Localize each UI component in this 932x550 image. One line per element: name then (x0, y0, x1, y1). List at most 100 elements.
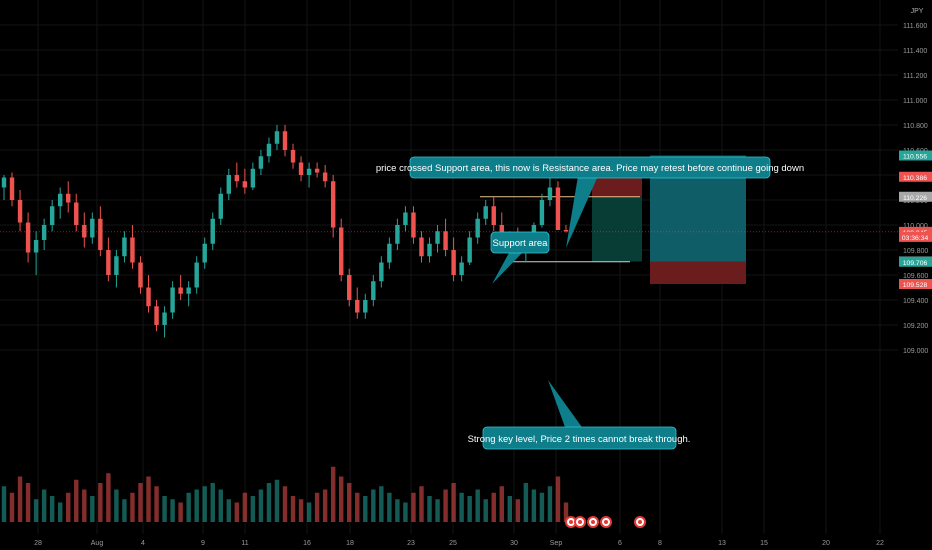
candle-body[interactable] (483, 206, 488, 219)
volume-bar (314, 492, 320, 522)
candle-body[interactable] (57, 193, 63, 207)
candle-body[interactable] (194, 262, 199, 288)
candle-body[interactable] (74, 202, 79, 226)
currency-label: JPY (911, 8, 924, 15)
volume-bar (210, 483, 215, 522)
price-tick-label: 109.000 (903, 348, 928, 355)
candle-body[interactable] (314, 168, 320, 173)
candle-body[interactable] (9, 177, 15, 201)
candle-body[interactable] (427, 243, 432, 257)
candle-body[interactable] (563, 230, 569, 232)
callout-box-support[interactable] (490, 231, 550, 254)
candle-body[interactable] (170, 287, 175, 313)
candle-body[interactable] (49, 206, 55, 225)
candle-body[interactable] (82, 225, 87, 238)
candle-body[interactable] (98, 218, 103, 250)
candle-body[interactable] (491, 206, 496, 225)
date-tick-label: Aug (91, 540, 104, 547)
candle-body[interactable] (1, 177, 7, 188)
candle-body[interactable] (178, 287, 183, 294)
candle-body[interactable] (90, 218, 95, 238)
candle-body[interactable] (66, 193, 71, 203)
candle-body[interactable] (162, 312, 167, 326)
candle-body[interactable] (371, 281, 376, 300)
candle-body[interactable] (467, 237, 472, 263)
candle-body[interactable] (379, 262, 384, 282)
price-tick-label: 111.600 (903, 23, 927, 30)
candle-body[interactable] (539, 200, 545, 225)
date-tick-label: 9 (201, 540, 205, 547)
candle-body[interactable] (475, 218, 480, 238)
candle-body[interactable] (387, 243, 392, 263)
candle-body[interactable] (242, 181, 248, 188)
candle-body[interactable] (411, 212, 416, 238)
candle-body[interactable] (443, 231, 448, 250)
candle-body[interactable] (403, 212, 408, 226)
candle-body[interactable] (547, 187, 553, 201)
candle-body[interactable] (451, 250, 456, 275)
candle-body[interactable] (282, 131, 288, 150)
event-markers[interactable] (565, 516, 646, 528)
event-marker-dot (569, 520, 573, 524)
candle-body[interactable] (306, 168, 312, 175)
candle-body[interactable] (274, 131, 280, 144)
candle-body[interactable] (395, 225, 400, 244)
price-tick-label: 109.200 (903, 323, 928, 330)
candle-body[interactable] (186, 287, 191, 294)
candle-body[interactable] (363, 300, 368, 313)
candle-body[interactable] (298, 162, 304, 176)
candle-body[interactable] (330, 181, 336, 228)
volume-bar (507, 496, 513, 522)
candle-body[interactable] (355, 300, 360, 313)
candle-body[interactable] (555, 187, 561, 231)
candle-body[interactable] (266, 143, 272, 157)
candle-body[interactable] (226, 175, 232, 194)
time-axis[interactable]: 28 Aug 4 9 11 16 18 23 25 30 Sep 6 8 13 15 20 22 (0, 534, 932, 550)
short-target-zone[interactable] (592, 196, 642, 262)
callout-box-top[interactable] (409, 156, 771, 179)
price-tick-label: 109.600 (903, 273, 928, 280)
candle-body[interactable] (250, 168, 256, 188)
candle-body[interactable] (202, 243, 207, 263)
volume-bar (298, 499, 304, 522)
callout-pointer-key (548, 380, 584, 430)
candle-body[interactable] (435, 231, 440, 244)
candle-body[interactable] (41, 225, 47, 240)
candle-body[interactable] (258, 156, 264, 169)
candle-body[interactable] (290, 150, 296, 163)
volume-bar (427, 496, 432, 522)
candle-body[interactable] (419, 237, 424, 257)
candle-body[interactable] (234, 175, 240, 182)
price-axis[interactable]: JPY 111.600 111.400 111.200 111.000 110.800 1… (898, 0, 932, 534)
volume-bar (539, 492, 545, 522)
candle-body[interactable] (25, 222, 31, 253)
candle-body[interactable] (130, 237, 135, 263)
volume-bar (154, 486, 159, 522)
candle-body[interactable] (17, 200, 23, 223)
candle-body[interactable] (459, 262, 464, 276)
candle-body[interactable] (218, 193, 223, 219)
candle-body[interactable] (154, 306, 159, 325)
long-stop-zone[interactable] (650, 261, 746, 285)
candle-body[interactable] (347, 275, 352, 300)
annotation-callouts[interactable]: price crossed Support area, this now is … (376, 156, 804, 450)
volume-bar (178, 502, 183, 522)
candle-body[interactable] (138, 262, 143, 288)
candle-body[interactable] (322, 172, 328, 182)
volume-bar (130, 492, 135, 522)
candle-body[interactable] (122, 237, 127, 257)
volume-bar (258, 489, 264, 522)
candle-body[interactable] (33, 240, 39, 253)
callout-box-key[interactable] (482, 426, 677, 450)
candle-body[interactable] (210, 218, 215, 244)
volume-bar (475, 489, 480, 522)
volume-bar (266, 483, 272, 522)
candle-body[interactable] (106, 250, 111, 275)
candle-body[interactable] (114, 256, 119, 275)
candle-body[interactable] (146, 287, 151, 307)
short-stop-zone[interactable] (592, 176, 642, 197)
candle-body[interactable] (338, 227, 344, 276)
price-tag-label: 110.556 (903, 154, 927, 161)
volume-bar (435, 499, 440, 522)
